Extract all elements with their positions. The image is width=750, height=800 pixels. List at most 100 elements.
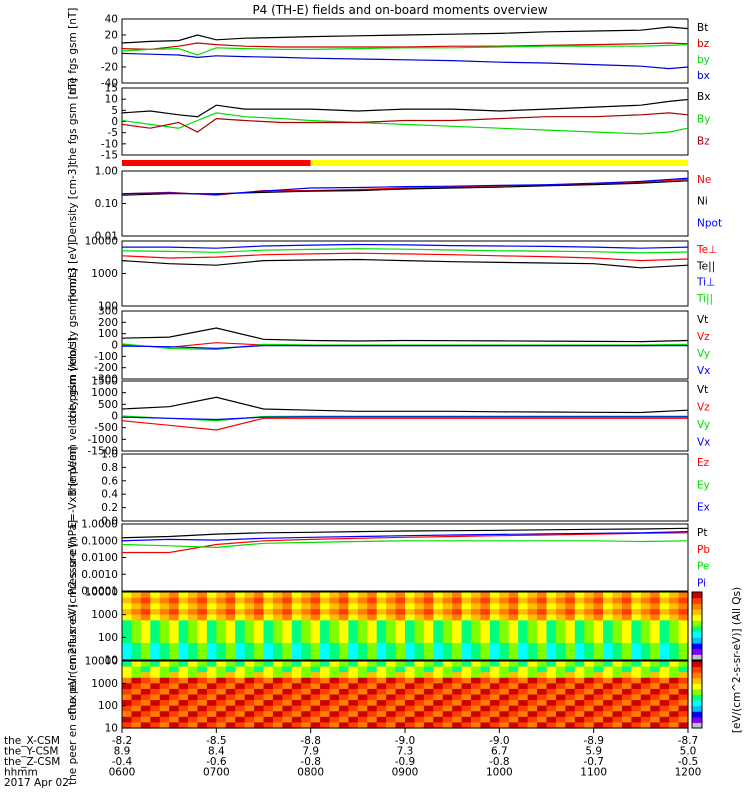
- y-tick-label: -20: [101, 62, 118, 74]
- heatmap-cell: [621, 648, 632, 655]
- heatmap-cell: [178, 716, 189, 724]
- heatmap-cell: [150, 654, 161, 661]
- heatmap-cell: [320, 677, 331, 684]
- heatmap-cell: [593, 694, 604, 701]
- heatmap-cell: [140, 700, 151, 707]
- heatmap-cell: [650, 661, 661, 668]
- heatmap-cell: [263, 677, 274, 684]
- heatmap-cell: [574, 688, 585, 696]
- y-tick-label: 0.6: [101, 475, 118, 487]
- series-line-Bx: [121, 98, 689, 118]
- legend-entry: Vt: [697, 314, 708, 326]
- heatmap-cell: [150, 609, 161, 616]
- heatmap-cell: [527, 620, 538, 627]
- heatmap-cell: [131, 631, 142, 638]
- heatmap-cell: [291, 683, 302, 690]
- heatmap-cell: [603, 705, 614, 712]
- heatmap-cell: [310, 654, 321, 661]
- heatmap-cell: [169, 631, 180, 638]
- heatmap-cell: [140, 609, 151, 616]
- heatmap-cell: [206, 722, 217, 729]
- heatmap-cell: [282, 683, 293, 690]
- heatmap-cell: [584, 626, 595, 633]
- heatmap-cell: [423, 683, 434, 690]
- heatmap-cell: [310, 609, 321, 616]
- heatmap-cell: [338, 672, 349, 679]
- heatmap-cell: [169, 592, 180, 599]
- heatmap-cell: [452, 626, 463, 633]
- heatmap-cell: [244, 654, 255, 661]
- heatmap-cell: [367, 694, 378, 701]
- heatmap-cell: [159, 637, 170, 644]
- y-axis-label: the peim velocity gsm [km/s]: [67, 268, 79, 422]
- heatmap-cell: [244, 683, 255, 690]
- heatmap-cell: [659, 637, 670, 644]
- heatmap-cell: [291, 666, 302, 673]
- heatmap-cell: [263, 614, 274, 621]
- heatmap-cell: [159, 643, 170, 650]
- heatmap-cell: [122, 711, 133, 718]
- heatmap-cell: [206, 609, 217, 616]
- heatmap-cell: [386, 637, 397, 644]
- heatmap-cell: [423, 631, 434, 638]
- heatmap-cell: [169, 716, 180, 724]
- heatmap-cell: [584, 722, 595, 729]
- heatmap-cell: [480, 603, 491, 610]
- y-axis-label: the fgs gsm [nT]: [67, 78, 79, 165]
- heatmap-cell: [546, 643, 557, 650]
- heatmap-cell: [423, 620, 434, 627]
- heatmap-cell: [480, 694, 491, 701]
- heatmap-cell: [593, 661, 604, 668]
- heatmap-cell: [565, 694, 576, 701]
- heatmap-cell: [584, 637, 595, 644]
- heatmap-cell: [169, 694, 180, 701]
- heatmap-cell: [367, 688, 378, 696]
- heatmap-cell: [414, 694, 425, 701]
- x-tick-label: 8.4: [208, 746, 225, 758]
- heatmap-cell: [471, 592, 482, 599]
- heatmap-cell: [310, 705, 321, 712]
- heatmap-cell: [414, 661, 425, 668]
- heatmap-cell: [489, 705, 500, 712]
- heatmap-cell: [631, 711, 642, 718]
- heatmap-cell: [565, 637, 576, 644]
- heatmap-cell: [640, 661, 651, 668]
- x-tick-label: -0.9: [395, 756, 416, 768]
- series-line-Vx: [121, 416, 688, 421]
- heatmap-cell: [150, 592, 161, 599]
- heatmap-cell: [499, 716, 510, 724]
- legend-entry: by: [697, 54, 710, 66]
- heatmap-cell: [621, 711, 632, 718]
- heatmap-cell: [244, 603, 255, 610]
- heatmap-cell: [659, 666, 670, 673]
- legend-entry: Ey: [697, 479, 710, 491]
- heatmap-cell: [480, 688, 491, 696]
- heatmap-cell: [537, 648, 548, 655]
- heatmap-cell: [329, 716, 340, 724]
- x-tick-label: -8.9: [583, 735, 604, 747]
- heatmap-cell: [593, 711, 604, 718]
- heatmap-cell: [480, 683, 491, 690]
- heatmap-cell: [489, 631, 500, 638]
- heatmap-cell: [329, 631, 340, 638]
- heatmap-cell: [499, 661, 510, 668]
- heatmap-cell: [254, 722, 265, 729]
- heatmap-cell: [197, 620, 208, 627]
- heatmap-cell: [555, 631, 566, 638]
- heatmap-cell: [405, 700, 416, 707]
- heatmap-cell: [386, 654, 397, 661]
- heatmap-cell: [518, 620, 529, 627]
- heatmap-cell: [640, 643, 651, 650]
- heatmap-cell: [235, 711, 246, 718]
- x-tick-label: -0.8: [489, 756, 510, 768]
- colorbar-swatch: [692, 711, 702, 718]
- heatmap-cell: [423, 637, 434, 644]
- heatmap-cell: [272, 597, 283, 604]
- heatmap-cell: [367, 672, 378, 679]
- heatmap-cell: [518, 666, 529, 673]
- heatmap-cell: [423, 716, 434, 724]
